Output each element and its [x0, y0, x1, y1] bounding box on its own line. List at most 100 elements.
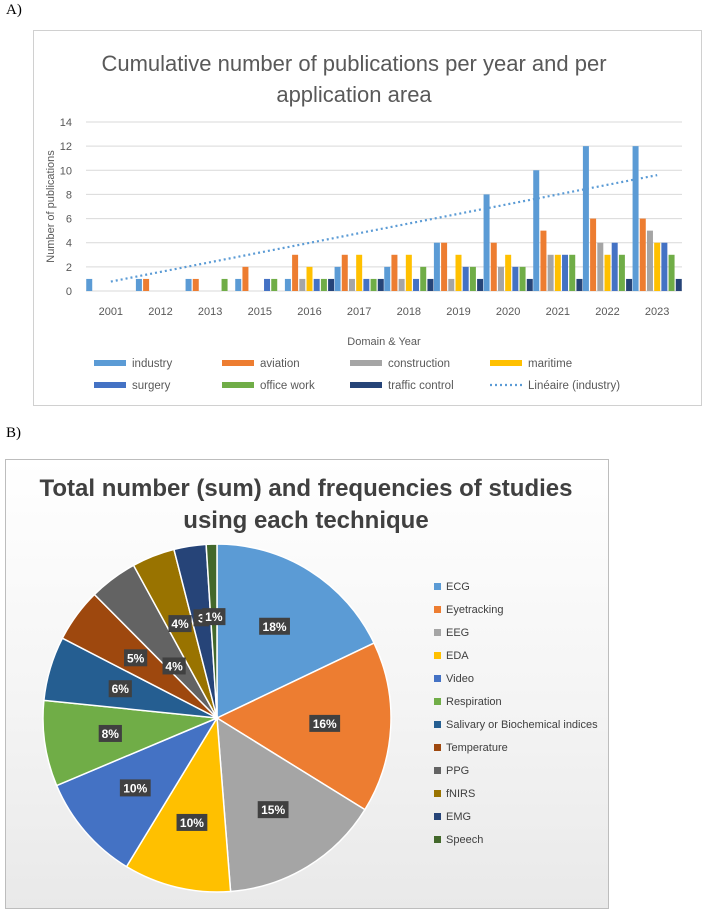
data-label: 10% — [180, 816, 204, 830]
y-tick-label: 12 — [60, 141, 72, 153]
x-tick-label: 2016 — [297, 306, 321, 318]
data-label-box — [257, 801, 289, 819]
legend-label: ECG — [446, 581, 470, 593]
legend-swatch — [222, 360, 254, 366]
bar-office-work — [668, 254, 675, 291]
bar-industry — [433, 242, 440, 291]
data-label-box — [309, 714, 341, 732]
bar-aviation — [540, 230, 547, 291]
bar-industry — [235, 278, 242, 291]
chart-title-line: Total number (sum) and frequencies of st… — [40, 475, 573, 502]
bar-office-work — [320, 278, 327, 291]
legend-label: traffic control — [388, 380, 454, 392]
data-label-box — [176, 813, 208, 831]
bar-traffic-control — [328, 278, 335, 291]
bar-maritime — [554, 254, 561, 291]
bar-maritime — [306, 266, 313, 291]
pie-slice-EDA — [125, 715, 232, 893]
bar-traffic-control — [526, 278, 533, 291]
bar-office-work — [420, 266, 427, 291]
y-tick-label: 8 — [66, 189, 72, 201]
bar-surgery — [313, 278, 320, 291]
legend-swatch — [434, 606, 441, 613]
bar-construction — [398, 278, 405, 291]
legend-swatch — [350, 360, 382, 366]
legend-swatch — [434, 813, 441, 820]
pie-slice-EEG — [216, 716, 366, 893]
bar-aviation — [590, 218, 597, 291]
bar-traffic-control — [675, 278, 682, 291]
bar-chart-panel: Cumulative number of publications per ye… — [33, 30, 702, 406]
bar-office-work — [221, 278, 228, 291]
bar-maritime — [505, 254, 512, 291]
data-label-box — [108, 680, 132, 698]
y-tick-label: 6 — [66, 214, 72, 226]
bar-office-work — [370, 278, 377, 291]
legend-swatch — [434, 836, 441, 843]
legend-label: EEG — [446, 627, 469, 639]
y-tick-label: 14 — [60, 117, 72, 129]
data-label-box — [259, 617, 290, 635]
bar-office-work — [618, 254, 625, 291]
bar-surgery — [264, 278, 271, 291]
legend-swatch — [434, 721, 441, 728]
bar-industry — [185, 278, 192, 291]
bar-traffic-control — [626, 278, 633, 291]
data-label: 18% — [263, 620, 287, 634]
bar-traffic-control — [377, 278, 384, 291]
bar-industry — [86, 278, 93, 291]
bar-maritime — [604, 254, 611, 291]
data-label: 10% — [123, 781, 147, 795]
data-label: 15% — [261, 803, 285, 817]
chart-title-line: using each technique — [183, 507, 428, 534]
legend-swatch — [490, 360, 522, 366]
bar-surgery — [562, 254, 569, 291]
x-tick-label: 2017 — [347, 306, 371, 318]
legend-label: fNIRS — [446, 788, 475, 800]
bar-industry — [384, 266, 391, 291]
pie-slice-ECG — [216, 543, 376, 720]
legend-label: construction — [388, 358, 450, 370]
data-label-box — [162, 657, 186, 675]
bar-aviation — [441, 242, 448, 291]
legend-label: Speech — [446, 834, 483, 846]
data-label: 8% — [102, 727, 120, 741]
legend-label: Temperature — [446, 742, 508, 754]
data-label: 4% — [165, 659, 183, 673]
chart-title-line: Cumulative number of publications per ye… — [101, 51, 606, 76]
pie-chart: Total number (sum) and frequencies of st… — [40, 475, 598, 893]
x-tick-label: 2015 — [248, 306, 272, 318]
data-label-box — [168, 615, 192, 633]
legend-swatch — [222, 382, 254, 388]
data-label: 16% — [313, 717, 337, 731]
bar-office-work — [569, 254, 576, 291]
bar-aviation — [242, 266, 249, 291]
legend-swatch — [434, 767, 441, 774]
y-tick-label: 0 — [66, 286, 72, 298]
bar-surgery — [363, 278, 370, 291]
legend-label: EMG — [446, 811, 471, 823]
x-tick-label: 2018 — [397, 306, 421, 318]
bar-traffic-control — [576, 278, 583, 291]
data-label: 1% — [205, 610, 223, 624]
legend-swatch — [434, 744, 441, 751]
bar-construction — [497, 266, 504, 291]
pie-slice-Eyetracking — [215, 642, 392, 811]
bar-surgery — [462, 266, 469, 291]
legend-label: Video — [446, 673, 474, 685]
y-tick-label: 10 — [60, 165, 72, 177]
bar-surgery — [413, 278, 420, 291]
x-tick-label: 2021 — [546, 306, 570, 318]
x-tick-label: 2013 — [198, 306, 222, 318]
x-axis-label: Domain & Year — [347, 336, 421, 348]
bar-aviation — [490, 242, 497, 291]
legend-label: PPG — [446, 765, 469, 777]
bar-industry — [533, 170, 540, 291]
y-axis-label: Number of publications — [45, 150, 57, 263]
legend-swatch — [434, 675, 441, 682]
legend-swatch — [434, 629, 441, 636]
bar-construction — [299, 278, 306, 291]
legend-label: aviation — [260, 358, 300, 370]
panel-label-b: B) — [6, 425, 21, 441]
bar-aviation — [639, 218, 646, 291]
